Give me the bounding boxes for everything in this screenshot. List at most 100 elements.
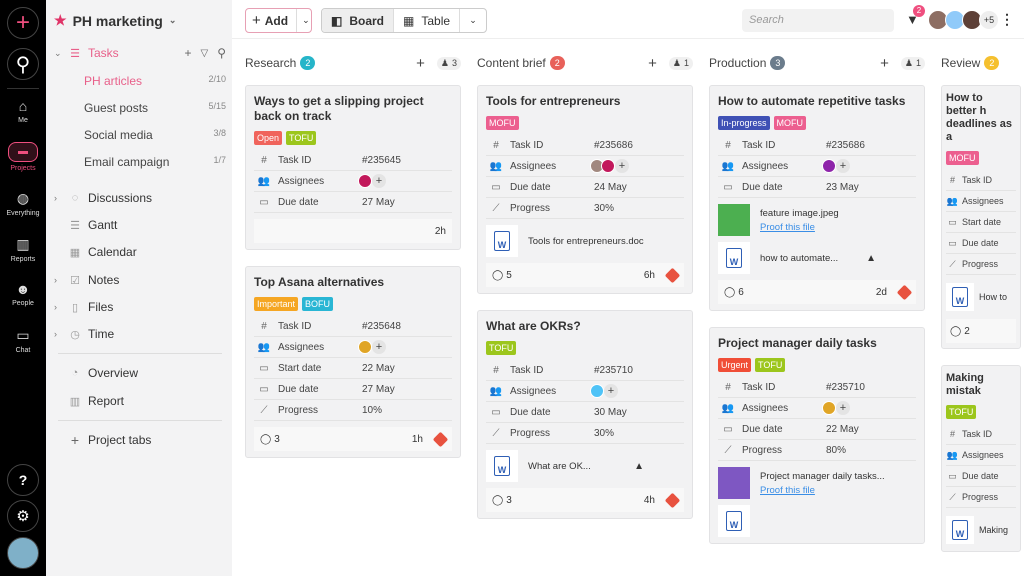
search-icon[interactable]: ⚲	[7, 48, 39, 80]
tag[interactable]: In-progress	[718, 116, 770, 130]
add-assignee-icon[interactable]: +	[372, 340, 386, 354]
attachment[interactable]: feature image.jpeg Proof this file	[718, 204, 916, 236]
assignees[interactable]: +	[822, 159, 850, 173]
assignees[interactable]: +	[590, 159, 629, 173]
comment-icon[interactable]: ◯	[492, 494, 504, 506]
rail-item-reports[interactable]: ▥ Reports	[0, 236, 46, 263]
search-input[interactable]: Search	[742, 9, 894, 32]
add-button[interactable]: + Add ⌄	[245, 8, 312, 33]
attachment[interactable]: W Making	[946, 514, 1016, 546]
task-list-ph-articles[interactable]: PH articles 2/10	[84, 74, 226, 88]
comment-icon[interactable]: ◯	[492, 269, 504, 281]
search-icon[interactable]: ⚲	[217, 46, 226, 60]
section-notes[interactable]: › ☑ Notes	[54, 273, 120, 287]
task-list-social-media[interactable]: Social media 3/8	[84, 128, 226, 142]
more-options-icon[interactable]: ⋮	[1000, 11, 1014, 27]
add-assignee-icon[interactable]: +	[836, 159, 850, 173]
tag[interactable]: TOFU	[486, 341, 517, 355]
tag[interactable]: MOFU	[946, 151, 979, 165]
gear-icon[interactable]: ⚙	[7, 500, 39, 532]
attachment[interactable]: Project manager daily tasks... Proof this…	[718, 467, 916, 499]
add-task-icon[interactable]: +	[648, 54, 657, 72]
create-plus-icon[interactable]: +	[7, 7, 39, 39]
tab-table[interactable]: ▦ Table	[394, 9, 461, 32]
help-icon[interactable]: ?	[7, 464, 39, 496]
proof-file-link[interactable]: Proof this file	[760, 221, 815, 233]
filter-icon[interactable]: ▽	[200, 47, 209, 59]
task-card[interactable]: Ways to get a slipping project back on t…	[245, 85, 461, 250]
field-label: Due date	[278, 196, 319, 208]
task-card[interactable]: Tools for entrepreneurs MOFU # Task ID #2356…	[477, 85, 693, 294]
attachment[interactable]: W How to	[946, 281, 1016, 313]
priority-icon	[664, 267, 681, 283]
task-list-email-campaign[interactable]: Email campaign 1/7	[84, 155, 226, 169]
task-card[interactable]: Making mistak TOFU # Task ID 👥 Assignees ▭ Due …	[941, 365, 1021, 552]
rail-item-projects[interactable]: ▬ Projects	[0, 142, 46, 172]
tag[interactable]: MOFU	[773, 116, 807, 130]
add-task-icon[interactable]: +	[880, 54, 889, 72]
comment-icon[interactable]: ◯	[950, 325, 962, 337]
comment-icon[interactable]: ◯	[724, 286, 736, 298]
task-card[interactable]: How to better h deadlines as a MOFU # Task …	[941, 85, 1021, 349]
assignees[interactable]: +	[358, 174, 386, 188]
filter-icon[interactable]: ▼ 2	[906, 5, 925, 27]
rail-item-chat[interactable]: ▭ Chat	[0, 327, 46, 354]
add-assignee-icon[interactable]: +	[372, 174, 386, 188]
tag[interactable]: BOFU	[302, 297, 334, 311]
rail-item-me[interactable]: ⌂ Me	[0, 98, 46, 124]
section-gantt[interactable]: ☰ Gantt	[54, 214, 226, 236]
section-time[interactable]: › ◷ Time	[54, 327, 115, 341]
tag[interactable]: TOFU	[946, 405, 977, 419]
column-members[interactable]: ♟ 1	[900, 56, 925, 70]
task-card[interactable]: How to automate repetitive tasks In-progr…	[709, 85, 925, 311]
add-task-icon[interactable]: +	[416, 54, 425, 72]
card-title: Making mistak	[946, 372, 984, 397]
field-label: Progress	[962, 259, 999, 269]
attachment[interactable]: W What are OK... ▲	[486, 450, 684, 482]
section-files[interactable]: › ▯ Files	[54, 300, 114, 314]
rail-item-everything[interactable]: ◍ Everything	[0, 190, 46, 217]
user-avatar[interactable]	[7, 537, 39, 569]
views-chevron-down-icon[interactable]: ⌄	[469, 15, 477, 25]
add-icon[interactable]: +	[184, 46, 192, 60]
section-calendar[interactable]: ▦ Calendar	[54, 241, 226, 263]
tag[interactable]: Urgent	[718, 358, 752, 372]
chevron-down-icon[interactable]: ⌄	[296, 9, 310, 32]
assignees[interactable]: +	[822, 401, 850, 415]
tab-board[interactable]: ◧ Board	[322, 9, 395, 32]
attachment[interactable]: W	[718, 505, 916, 537]
tag[interactable]: MOFU	[486, 116, 519, 130]
add-assignee-icon[interactable]: +	[836, 401, 850, 415]
project-tabs-button[interactable]: + Project tabs	[54, 429, 226, 451]
field-value: 23 May	[826, 181, 859, 193]
rail-item-people[interactable]: ☻ People	[0, 281, 46, 307]
tag[interactable]: Open	[254, 131, 283, 145]
task-card[interactable]: Project manager daily tasks Urgent TOFU # Ta…	[709, 327, 925, 544]
column-members[interactable]: ♟ 3	[436, 56, 461, 70]
member-avatars[interactable]: +5	[928, 10, 999, 30]
section-overview[interactable]: ◔ Overview	[54, 362, 226, 384]
comment-icon[interactable]: ◯	[260, 433, 272, 445]
add-assignee-icon[interactable]: +	[604, 384, 618, 398]
tag[interactable]: Important	[254, 297, 299, 311]
section-discussions[interactable]: › ◌ Discussions	[54, 191, 153, 205]
proof-file-link[interactable]: Proof this file	[760, 484, 815, 496]
tag[interactable]: TOFU	[286, 131, 317, 145]
tag[interactable]: TOFU	[755, 358, 786, 372]
task-list-guest-posts[interactable]: Guest posts 5/15	[84, 101, 226, 115]
avatar	[822, 159, 836, 173]
section-tasks[interactable]: ⌄ ☰ Tasks + ▽ ⚲	[54, 46, 226, 60]
attachment[interactable]: W Tools for entrepreneurs.doc	[486, 225, 684, 257]
add-assignee-icon[interactable]: +	[615, 159, 629, 173]
assignees[interactable]: +	[590, 384, 618, 398]
due-date-icon: ▭	[491, 406, 501, 418]
task-card[interactable]: Top Asana alternatives Important BOFU # Task…	[245, 266, 461, 458]
project-title[interactable]: ★ PH marketing ⌄	[54, 12, 177, 29]
field-label: Due date	[278, 383, 319, 395]
assignees[interactable]: +	[358, 340, 386, 354]
column-members[interactable]: ♟ 1	[668, 56, 693, 70]
task-card[interactable]: What are OKRs? TOFU # Task ID #235710 👥 Assign…	[477, 310, 693, 519]
section-report[interactable]: ▥ Report	[54, 390, 226, 412]
member-count: 1	[915, 57, 921, 68]
